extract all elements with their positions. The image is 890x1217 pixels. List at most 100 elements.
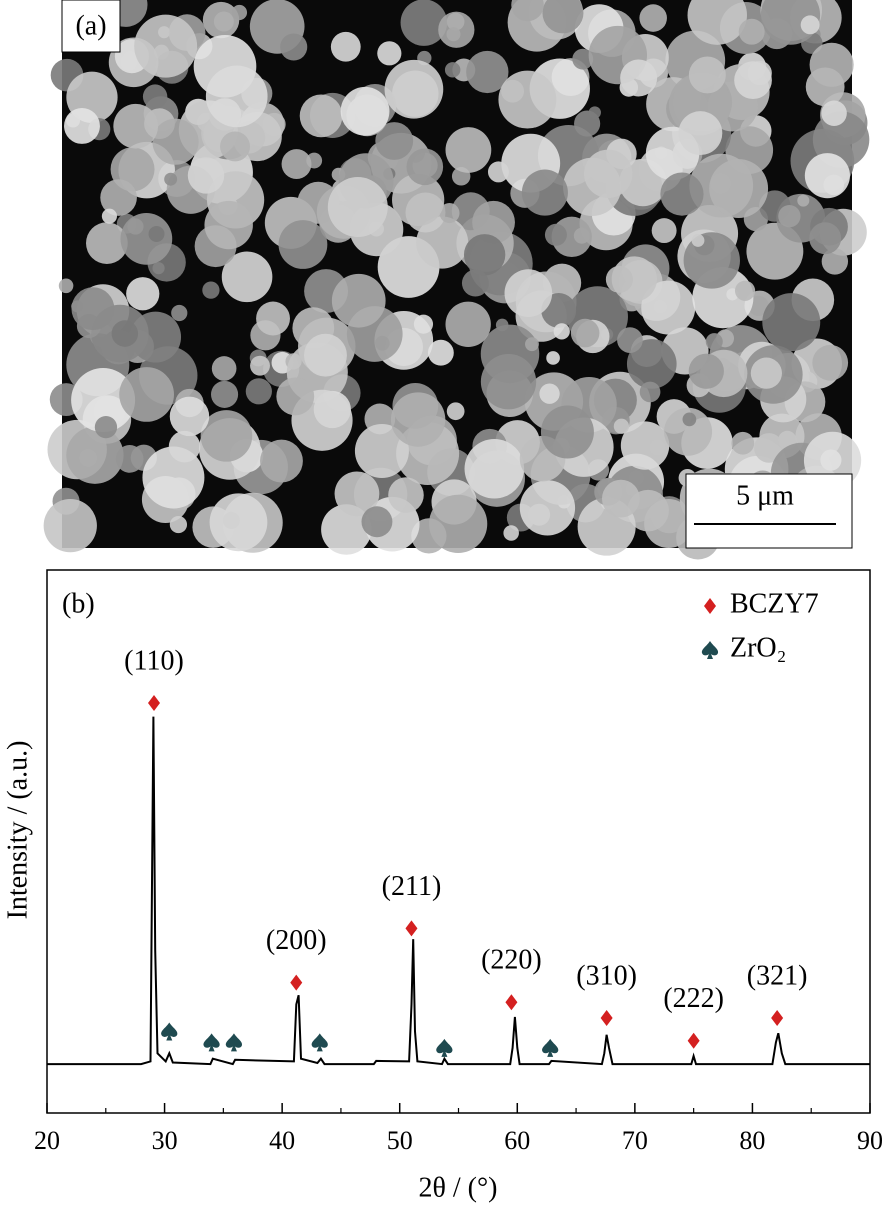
legend-label: ZrO₂ bbox=[730, 632, 786, 663]
particle bbox=[705, 333, 723, 351]
particle bbox=[800, 15, 820, 35]
particle bbox=[245, 378, 272, 405]
particle bbox=[649, 439, 666, 456]
particle bbox=[276, 377, 315, 416]
particle bbox=[750, 357, 782, 389]
particle bbox=[495, 318, 509, 332]
particle bbox=[542, 0, 584, 34]
particle bbox=[651, 218, 677, 244]
particle bbox=[142, 84, 168, 109]
particle bbox=[691, 234, 705, 247]
particle bbox=[280, 33, 308, 61]
particle bbox=[820, 449, 842, 471]
x-tick-label: 20 bbox=[34, 1126, 60, 1155]
peak-label: (321) bbox=[747, 960, 808, 991]
particle bbox=[617, 327, 643, 353]
particle bbox=[584, 149, 633, 198]
particle bbox=[202, 281, 220, 299]
particle bbox=[446, 402, 465, 421]
peak-label: (220) bbox=[481, 945, 542, 976]
spade-marker bbox=[203, 1033, 220, 1052]
x-tick-label: 50 bbox=[387, 1126, 413, 1155]
particle bbox=[687, 0, 747, 45]
particle bbox=[361, 506, 393, 538]
x-axis-label: 2θ / (°) bbox=[418, 1172, 497, 1203]
particle bbox=[200, 410, 253, 462]
particle bbox=[519, 480, 576, 536]
particle bbox=[445, 301, 491, 348]
particle bbox=[204, 200, 253, 250]
particle bbox=[354, 423, 409, 479]
diamond-marker bbox=[405, 920, 418, 937]
particle bbox=[601, 479, 640, 518]
particle bbox=[388, 477, 424, 513]
particle bbox=[384, 59, 444, 119]
particle bbox=[304, 333, 347, 377]
spade-marker bbox=[701, 641, 719, 659]
particle bbox=[429, 494, 488, 553]
particle bbox=[299, 94, 343, 138]
particle bbox=[639, 381, 661, 403]
spade-marker bbox=[161, 1022, 178, 1041]
particle bbox=[539, 383, 560, 404]
particle bbox=[540, 405, 594, 459]
particle bbox=[377, 41, 402, 66]
peak-label: (110) bbox=[124, 645, 184, 676]
panel-label: (b) bbox=[62, 588, 95, 619]
spade-marker bbox=[225, 1033, 243, 1052]
diamond-marker bbox=[687, 1032, 700, 1049]
diamond-marker bbox=[147, 695, 160, 712]
particle bbox=[754, 433, 784, 463]
particle bbox=[682, 412, 697, 427]
diamond-marker bbox=[704, 598, 716, 614]
particle bbox=[439, 203, 460, 224]
peak-label: (222) bbox=[663, 983, 724, 1014]
particle bbox=[331, 273, 386, 328]
particle bbox=[734, 61, 772, 100]
particle bbox=[472, 200, 515, 244]
peak-label: (200) bbox=[266, 925, 327, 956]
particle bbox=[209, 493, 268, 552]
x-tick-label: 70 bbox=[622, 1126, 648, 1155]
particle bbox=[142, 446, 205, 509]
particle bbox=[626, 339, 677, 389]
particle bbox=[152, 118, 199, 165]
particle bbox=[605, 265, 633, 293]
particle bbox=[210, 380, 239, 408]
particle bbox=[525, 337, 539, 352]
particle bbox=[821, 100, 847, 126]
particle bbox=[327, 177, 388, 238]
particle bbox=[171, 304, 188, 322]
particle bbox=[134, 14, 198, 78]
particle bbox=[231, 4, 248, 21]
particle bbox=[406, 148, 444, 186]
x-tick-label: 80 bbox=[739, 1126, 765, 1155]
particle bbox=[521, 169, 568, 216]
xrd-pattern bbox=[47, 716, 870, 1066]
particle bbox=[334, 471, 380, 517]
particle bbox=[101, 208, 118, 224]
particle bbox=[221, 251, 273, 303]
particle bbox=[416, 216, 469, 269]
particle bbox=[461, 269, 489, 297]
panel-label: (a) bbox=[75, 10, 106, 41]
particle bbox=[487, 161, 509, 183]
particle bbox=[748, 295, 769, 317]
particle bbox=[390, 392, 446, 447]
legend-label: BCZY7 bbox=[730, 588, 819, 619]
particle bbox=[148, 225, 165, 242]
particle bbox=[446, 27, 461, 42]
scale-bar-label: 5 μm bbox=[736, 480, 794, 511]
particle bbox=[126, 277, 160, 311]
particle bbox=[445, 127, 492, 173]
particle bbox=[115, 445, 144, 473]
particle bbox=[760, 0, 821, 45]
particle bbox=[620, 421, 670, 470]
particle bbox=[444, 62, 461, 78]
spade-marker bbox=[542, 1038, 559, 1057]
particle bbox=[164, 172, 178, 186]
particle bbox=[639, 4, 667, 32]
particle bbox=[321, 504, 372, 555]
particle bbox=[688, 56, 726, 94]
